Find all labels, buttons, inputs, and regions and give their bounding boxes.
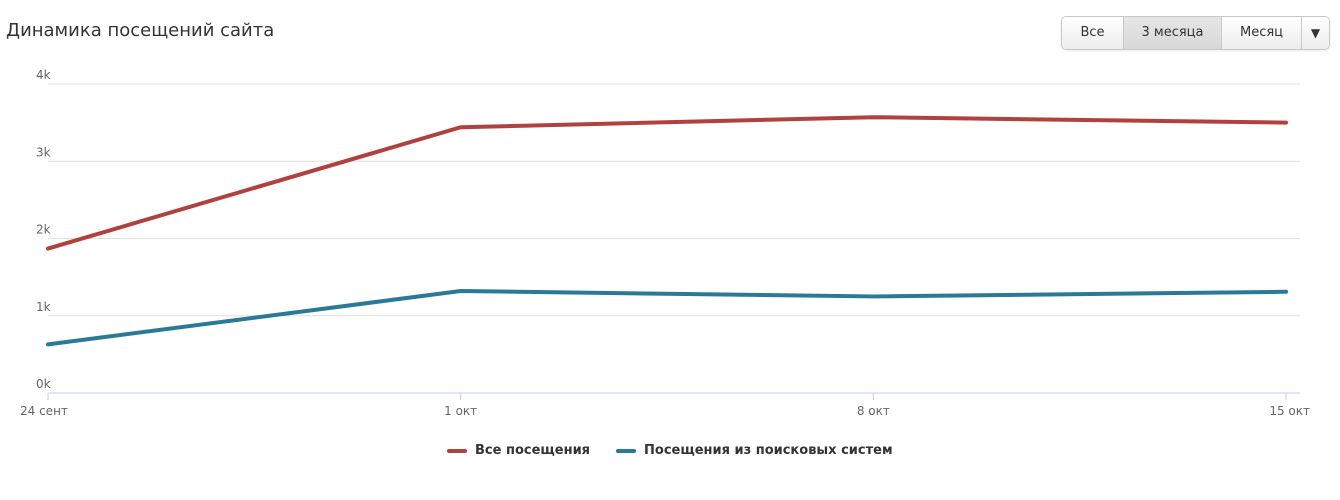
legend-item-all-visits[interactable]: Все посещения: [447, 443, 590, 458]
legend-label-search-visits: Посещения из поисковых систем: [644, 443, 893, 458]
range-month-button[interactable]: Месяц: [1222, 17, 1302, 49]
x-tick-label: 1 окт: [444, 404, 477, 418]
y-tick-label: 0k: [36, 377, 51, 391]
y-tick-label: 4k: [36, 68, 51, 82]
chevron-down-icon: ▼: [1310, 26, 1321, 40]
y-tick-label: 2k: [36, 223, 51, 237]
range-3-months-button[interactable]: 3 месяца: [1124, 17, 1222, 49]
range-all-button[interactable]: Все: [1062, 17, 1124, 49]
y-tick-label: 3k: [36, 145, 51, 159]
x-tick-label: 15 окт: [1269, 404, 1310, 418]
x-tick-label: 8 окт: [857, 404, 890, 418]
chart-title: Динамика посещений сайта: [6, 20, 275, 41]
range-dropdown-button[interactable]: ▼: [1302, 17, 1329, 49]
range-selector: Все 3 месяца Месяц ▼: [1061, 16, 1330, 50]
y-tick-label: 1k: [36, 300, 51, 314]
legend: Все посещения Посещения из поисковых сис…: [447, 443, 893, 458]
x-tick-label: 24 сент: [20, 404, 68, 418]
series-line-search-visits: [46, 289, 1288, 347]
legend-swatch-all-visits: [447, 448, 467, 453]
legend-label-all-visits: Все посещения: [475, 443, 591, 458]
legend-swatch-search-visits: [616, 448, 637, 453]
series-line-all-visits: [46, 115, 1288, 251]
legend-item-search-visits[interactable]: Посещения из поисковых систем: [616, 443, 893, 458]
